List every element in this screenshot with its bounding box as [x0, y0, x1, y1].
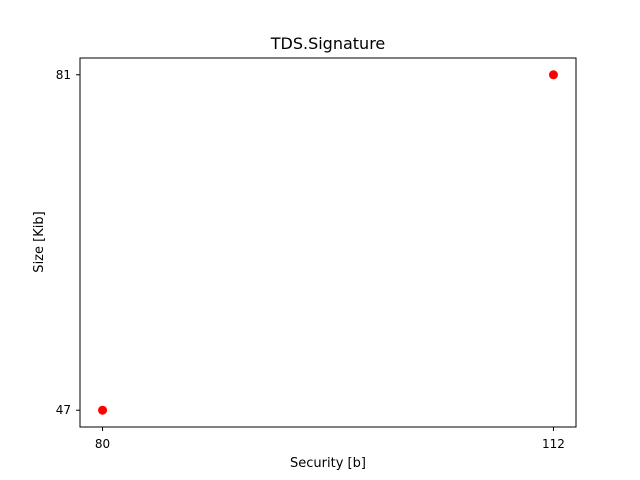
x-axis: 80 112	[95, 427, 565, 451]
x-tick-label: 80	[95, 437, 110, 451]
y-tick-label: 81	[56, 68, 71, 82]
data-point	[548, 70, 558, 80]
chart-title: TDS.Signature	[270, 34, 386, 53]
x-axis-label: Security [b]	[290, 456, 366, 471]
y-tick-label: 47	[56, 403, 71, 417]
y-axis: 47 81	[56, 68, 80, 417]
scatter-points	[98, 70, 558, 415]
y-axis-label: Size [Kib]	[32, 211, 47, 272]
data-point	[98, 405, 108, 415]
plot-area	[79, 57, 577, 428]
x-tick-label: 112	[542, 437, 565, 451]
